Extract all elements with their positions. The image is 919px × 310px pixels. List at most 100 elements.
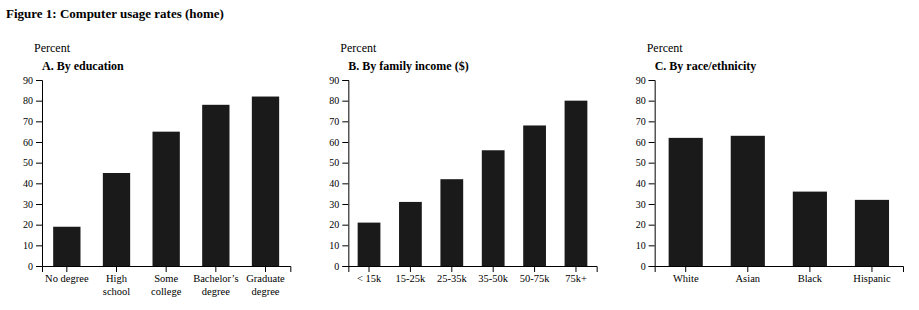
x-tick: 35-50k: [478, 266, 508, 284]
panel: PercentB. By family income ($)0102030405…: [329, 41, 597, 284]
y-tick-mark: [649, 266, 655, 267]
x-tick-label-line: Black: [798, 273, 823, 284]
bar: [440, 179, 463, 266]
y-tick-mark: [36, 163, 42, 164]
y-tick-mark: [649, 80, 655, 81]
y-tick-label: 10: [23, 240, 33, 251]
x-tick: Hispanic: [853, 266, 891, 284]
y-tick: 60: [23, 137, 42, 148]
y-tick: 70: [329, 116, 348, 127]
y-tick-mark: [36, 101, 42, 102]
x-tick-label-line: Bachelor’s: [193, 273, 238, 284]
x-tick-label: White: [673, 273, 699, 284]
x-tick-label-line: 75k+: [565, 273, 587, 284]
y-tick-mark: [649, 121, 655, 122]
x-tick: Asian: [736, 266, 761, 284]
y-axis: 0102030405060708090: [636, 75, 656, 272]
y-tick: 30: [329, 199, 348, 210]
y-tick: 0: [334, 261, 348, 272]
y-tick: 10: [23, 240, 42, 251]
y-tick-label: 40: [329, 178, 339, 189]
x-tick-mark: [116, 266, 117, 272]
x-tick-mark: [493, 266, 494, 272]
x-tick-label: Hispanic: [853, 273, 891, 284]
y-tick-mark: [649, 163, 655, 164]
y-tick: 20: [23, 219, 42, 230]
y-tick-mark: [649, 142, 655, 143]
x-tick: 15-25k: [396, 266, 426, 284]
y-tick-mark: [342, 80, 348, 81]
x-tick: Graduatedegree: [246, 266, 285, 297]
bar: [252, 97, 279, 266]
bar: [202, 105, 229, 266]
y-tick-label: 40: [23, 178, 33, 189]
y-axis-line: [36, 81, 43, 267]
y-tick-mark: [36, 204, 42, 205]
y-tick: 10: [329, 240, 348, 251]
x-tick-label-line: Asian: [736, 273, 761, 284]
x-axis: No degreeHighschoolSomecollegeBachelor’s…: [43, 266, 291, 297]
bars: [358, 101, 588, 266]
y-tick-label: 60: [329, 137, 339, 148]
y-tick-mark: [342, 266, 348, 267]
y-axis: 0102030405060708090: [23, 75, 43, 272]
bar: [53, 227, 80, 266]
y-tick-label: 80: [636, 95, 646, 106]
x-tick: White: [673, 266, 699, 284]
x-tick-label: 25-35k: [437, 273, 467, 284]
x-tick-label: Bachelor’sdegree: [193, 273, 238, 296]
y-tick-mark: [36, 225, 42, 226]
y-tick-label: 50: [23, 157, 33, 168]
y-tick-label: 70: [23, 116, 33, 127]
y-tick-label: 30: [636, 199, 646, 210]
y-axis-line: [342, 81, 349, 267]
subplot-title: C. By race/ethnicity: [655, 59, 757, 73]
y-tick: 0: [28, 261, 42, 272]
y-tick-label: 50: [329, 157, 339, 168]
y-tick-mark: [342, 204, 348, 205]
x-tick-label-line: No degree: [45, 273, 89, 284]
y-tick: 80: [23, 95, 42, 106]
x-tick-label: Asian: [736, 273, 761, 284]
x-tick-mark: [685, 266, 686, 272]
y-tick: 60: [329, 137, 348, 148]
x-tick: 75k+: [565, 266, 587, 284]
x-tick-mark: [215, 266, 216, 272]
x-tick: < 15k: [357, 266, 382, 284]
y-tick-mark: [342, 225, 348, 226]
x-tick-label-line: Graduate: [246, 273, 285, 284]
y-tick: 80: [329, 95, 348, 106]
y-tick-label: 0: [28, 261, 33, 272]
subplot-title: A. By education: [42, 59, 124, 73]
y-tick-label: 90: [329, 75, 339, 86]
x-axis-line: [43, 267, 291, 273]
x-axis: < 15k 15-25k 25-35k 35-50k 50-75k 75k+: [349, 266, 597, 284]
x-axis: White Asian Black Hispanic: [655, 266, 903, 284]
chart-canvas: Figure 1: Computer usage rates (home)Per…: [0, 0, 919, 310]
y-tick: 90: [636, 75, 655, 86]
y-tick-mark: [36, 121, 42, 122]
y-tick-mark: [36, 80, 42, 81]
bar: [731, 136, 765, 266]
y-tick-label: 0: [641, 261, 646, 272]
x-tick-label-line: college: [151, 286, 182, 297]
y-tick-mark: [649, 183, 655, 184]
x-tick-label-line: Hispanic: [853, 273, 891, 284]
x-tick-label: 50-75k: [520, 273, 550, 284]
x-tick-mark: [871, 266, 872, 272]
y-axis: 0102030405060708090: [329, 75, 349, 272]
y-tick-mark: [342, 183, 348, 184]
y-tick-label: 30: [329, 199, 339, 210]
y-axis-line: [649, 81, 656, 267]
y-tick-label: 70: [636, 116, 646, 127]
y-tick-mark: [342, 142, 348, 143]
y-tick-label: 10: [636, 240, 646, 251]
y-tick-mark: [342, 101, 348, 102]
x-tick-label: Black: [798, 273, 823, 284]
y-tick-label: 50: [636, 157, 646, 168]
y-tick: 30: [23, 199, 42, 210]
y-tick: 50: [636, 157, 655, 168]
x-tick: No degree: [45, 266, 89, 284]
bar: [153, 132, 180, 266]
y-tick: 10: [636, 240, 655, 251]
